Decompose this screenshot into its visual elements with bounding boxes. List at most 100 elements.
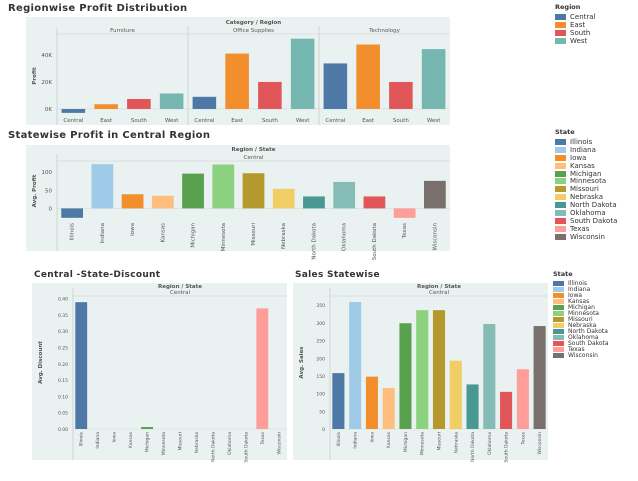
bar[interactable]: [382, 387, 395, 429]
region-legend: Region Central East South West: [555, 3, 596, 45]
legend-item[interactable]: Nebraska: [555, 193, 617, 201]
bar[interactable]: [303, 196, 325, 209]
bar[interactable]: [61, 108, 86, 113]
x-tick-label: North Dakota: [311, 223, 317, 260]
legend-item[interactable]: Central: [555, 13, 596, 21]
y-tick-label: 0.25: [58, 346, 68, 352]
legend-item[interactable]: Nebraska: [553, 321, 609, 329]
y-tick-label: 50: [45, 188, 52, 194]
legend-swatch: [555, 29, 566, 36]
facet-label: Central: [429, 290, 449, 296]
legend-item[interactable]: Wisconsin: [555, 233, 617, 241]
x-tick-label: South: [131, 118, 147, 124]
bar[interactable]: [533, 326, 546, 429]
bar[interactable]: [356, 44, 380, 109]
bar[interactable]: [258, 81, 282, 109]
bar[interactable]: [424, 180, 446, 209]
legend-item[interactable]: Iowa: [553, 292, 609, 299]
legend-item[interactable]: Iowa: [555, 154, 617, 162]
legend-item[interactable]: Minnesota: [553, 310, 609, 317]
bar[interactable]: [192, 96, 217, 109]
legend-label: Nebraska: [570, 193, 604, 202]
bar[interactable]: [332, 373, 345, 429]
legend-item[interactable]: Texas: [553, 346, 609, 353]
bar[interactable]: [323, 63, 348, 109]
bar[interactable]: [421, 49, 446, 109]
legend-swatch: [555, 146, 566, 153]
legend-item[interactable]: Illinois: [555, 138, 617, 146]
bar[interactable]: [272, 188, 295, 209]
legend-title: State: [555, 128, 575, 136]
bar[interactable]: [449, 360, 462, 429]
x-tick-label: Central: [325, 118, 345, 124]
bar[interactable]: [432, 310, 446, 429]
legend-item[interactable]: Indiana: [553, 286, 609, 293]
legend-item[interactable]: East: [555, 21, 596, 29]
legend-item[interactable]: Michigan: [555, 170, 617, 178]
bar[interactable]: [182, 173, 204, 209]
bar[interactable]: [61, 208, 83, 218]
legend-swatch: [553, 304, 564, 310]
x-tick-label: Missouri: [251, 223, 257, 246]
legend-item[interactable]: South: [555, 29, 596, 37]
bar[interactable]: [256, 308, 269, 429]
bar[interactable]: [416, 310, 429, 429]
bar[interactable]: [363, 196, 386, 209]
legend-label: Wisconsin: [570, 232, 605, 241]
bar[interactable]: [466, 384, 479, 429]
bar[interactable]: [159, 93, 184, 109]
bar[interactable]: [75, 302, 88, 429]
x-tick-label: Oklahoma: [487, 432, 493, 455]
bar[interactable]: [91, 164, 114, 209]
legend-swatch: [553, 322, 564, 328]
legend-item[interactable]: Kansas: [555, 162, 617, 170]
bar[interactable]: [365, 376, 378, 429]
legend-item[interactable]: South Dakota: [553, 340, 609, 347]
bar[interactable]: [389, 81, 413, 109]
y-tick-label: 0K: [45, 107, 52, 113]
bar[interactable]: [333, 181, 356, 209]
legend-item[interactable]: Minnesota: [555, 177, 617, 185]
chart-title-discount: Central -State-Discount: [34, 270, 161, 280]
legend-item[interactable]: West: [555, 37, 596, 45]
bar[interactable]: [399, 323, 412, 429]
bar[interactable]: [349, 302, 362, 429]
legend-item[interactable]: Wisconsin: [553, 352, 609, 359]
y-axis-label: Avg. Sales: [299, 346, 305, 379]
bar[interactable]: [393, 208, 416, 218]
legend-item[interactable]: North Dakota: [555, 201, 617, 209]
bar[interactable]: [151, 195, 174, 209]
legend-label: Missouri: [570, 185, 599, 194]
legend-item[interactable]: Missouri: [553, 316, 609, 323]
bar[interactable]: [127, 98, 151, 109]
bar[interactable]: [141, 427, 154, 429]
bar[interactable]: [225, 53, 249, 109]
bar[interactable]: [516, 369, 529, 429]
legend-item[interactable]: South Dakota: [555, 217, 617, 225]
legend-label: Nebraska: [568, 321, 597, 329]
bar[interactable]: [483, 323, 496, 429]
bar[interactable]: [121, 194, 144, 209]
legend-item[interactable]: Illinois: [553, 280, 609, 287]
bar[interactable]: [500, 391, 513, 429]
legend-item[interactable]: Michigan: [553, 304, 609, 311]
y-tick-label: 350: [316, 303, 325, 309]
legend-item[interactable]: Kansas: [553, 298, 609, 305]
x-tick-label: Wisconsin: [276, 432, 282, 455]
y-tick-label: 300: [316, 321, 325, 327]
legend-item[interactable]: Oklahoma: [555, 209, 617, 217]
legend-item[interactable]: North Dakota: [553, 328, 609, 335]
legend-item[interactable]: Oklahoma: [553, 334, 609, 341]
y-tick-label: 100: [316, 392, 325, 398]
bar[interactable]: [94, 104, 118, 109]
legend-item[interactable]: Texas: [555, 225, 617, 233]
legend-swatch: [555, 37, 566, 44]
bar[interactable]: [242, 173, 265, 209]
legend-item[interactable]: Missouri: [555, 185, 617, 193]
x-tick-label: East: [231, 118, 244, 124]
bar[interactable]: [290, 38, 315, 109]
state-legend-profit: State Illinois Indiana Iowa Kansas Michigan Mi…: [555, 128, 617, 241]
bar[interactable]: [212, 164, 235, 209]
x-tick-label: Iowa: [369, 432, 375, 443]
legend-item[interactable]: Indiana: [555, 146, 617, 154]
